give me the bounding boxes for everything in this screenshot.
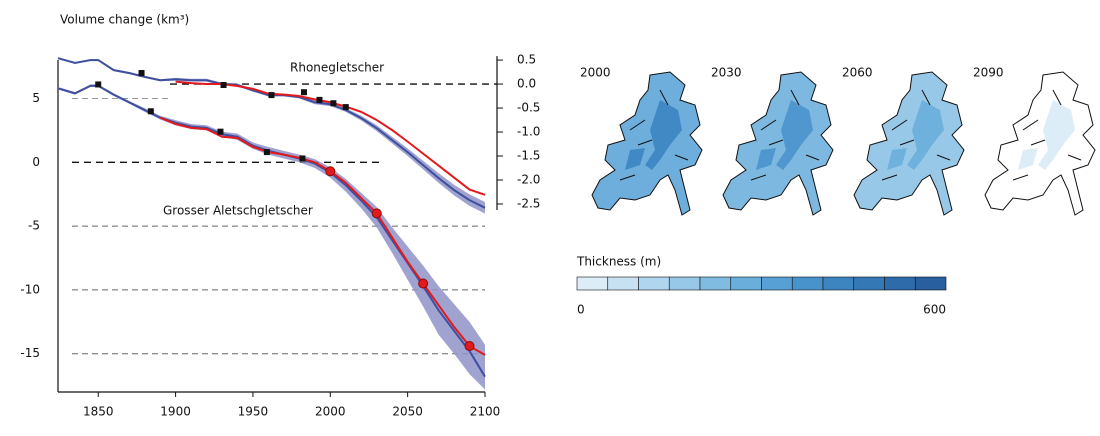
line: [175, 80, 486, 196]
y-tick-label: -10: [20, 282, 40, 296]
observation-marker: [300, 89, 307, 96]
y2-tick-label: 0.0: [517, 77, 536, 91]
glacier-ridges: [881, 89, 951, 181]
glacier-ridges: [1012, 89, 1082, 181]
map-year-label: 2030: [711, 66, 742, 80]
glacier-outline: [591, 71, 703, 216]
y-tick-label: 0: [32, 155, 40, 169]
glacier-map: [722, 71, 834, 216]
colorbar-cell: [791, 276, 824, 291]
line: [57, 84, 486, 378]
y-tick-label: -15: [20, 346, 40, 360]
glacier-outline: [853, 71, 965, 216]
projection-marker: [418, 278, 429, 289]
colorbar-label: 0: [577, 303, 585, 317]
colorbar-cell: [668, 276, 701, 291]
observation-marker: [299, 155, 306, 162]
y2-tick-label: 0.5: [517, 53, 536, 67]
observation-marker: [95, 81, 102, 88]
colorbar-cell: [576, 276, 609, 291]
y2-tick-label: -1.0: [517, 125, 540, 139]
x-tick-label: 2000: [315, 405, 346, 419]
observation-marker: [138, 70, 145, 77]
glacier-map: [591, 71, 703, 216]
colorbar-label: 600: [923, 303, 946, 317]
colorbar-cell: [730, 276, 762, 291]
projection-marker: [464, 341, 475, 352]
colorbar-title: Thickness (m): [576, 255, 661, 269]
annotation: Grosser Aletschgletscher: [163, 204, 313, 218]
observation-marker: [330, 100, 337, 107]
x-tick-label: 1850: [83, 405, 114, 419]
x-tick-label: 1900: [160, 405, 191, 419]
uncertainty-band: [58, 57, 485, 214]
observation-marker: [263, 149, 270, 156]
x-tick-label: 1950: [238, 405, 269, 419]
y2-tick-label: -0.5: [517, 101, 540, 115]
colorbar-cell: [822, 276, 855, 291]
colorbar-cell: [638, 276, 670, 291]
glacier-ridges: [750, 89, 820, 181]
observation-marker: [342, 104, 349, 111]
uncertainty-band: [58, 84, 485, 390]
observation-marker: [268, 92, 275, 99]
map-year-label: 2090: [973, 66, 1004, 80]
line: [57, 57, 486, 209]
glacier-map: [984, 71, 1096, 216]
observation-marker: [316, 96, 323, 103]
glacier-outline: [722, 71, 834, 216]
y2-tick-label: -2.0: [517, 172, 540, 186]
map-year-label: 2060: [842, 66, 873, 80]
glacier-outline: [984, 71, 1096, 216]
projection-marker: [325, 166, 336, 177]
x-tick-label: 2100: [470, 405, 501, 419]
y-tick-label: 5: [32, 91, 40, 105]
map-year-label: 2000: [580, 66, 611, 80]
colorbar-cell: [699, 276, 732, 291]
annotation: Rhonegletscher: [290, 61, 384, 75]
glacier-ridges: [619, 89, 689, 181]
x-tick-label: 2050: [392, 405, 423, 419]
colorbar-cell: [884, 276, 916, 291]
colorbar-cell: [761, 276, 793, 291]
line: [159, 116, 486, 356]
observation-marker: [147, 108, 154, 115]
projection-marker: [371, 208, 382, 219]
observation-marker: [220, 82, 227, 89]
colorbar-cell: [914, 276, 947, 291]
observation-marker: [217, 128, 224, 135]
glacier-map: [853, 71, 965, 216]
y2-tick-label: -1.5: [517, 149, 540, 163]
colorbar-cell: [607, 276, 639, 291]
colorbar-cell: [853, 276, 885, 291]
y-axis-title: Volume change (km³): [60, 13, 189, 27]
y-tick-label: -5: [28, 219, 40, 233]
y2-tick-label: -2.5: [517, 196, 540, 210]
